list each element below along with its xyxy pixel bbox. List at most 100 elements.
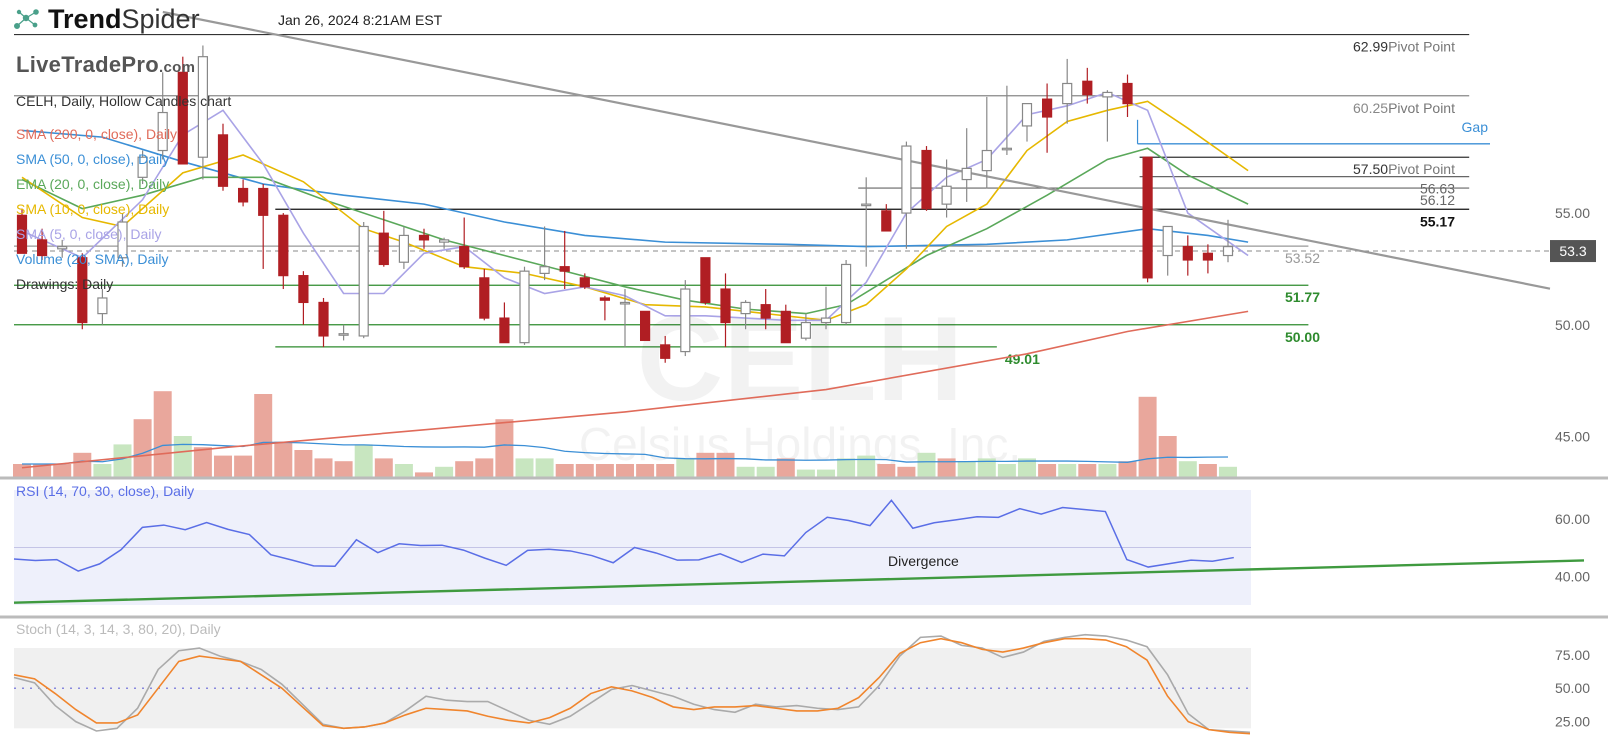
rsi-y-tick: 40.00 xyxy=(1555,568,1590,584)
candle-body xyxy=(378,232,389,266)
legend-ema20[interactable]: EMA (20, 0, close), Daily xyxy=(16,176,170,192)
candle-body xyxy=(619,301,631,305)
legend-volume[interactable]: Volume (20, SMA), Daily xyxy=(16,251,169,267)
stoch-d-line xyxy=(13,637,1251,735)
candle-body xyxy=(981,149,992,172)
candle-body xyxy=(338,333,349,336)
candle-body xyxy=(157,111,168,152)
volume-bar xyxy=(53,464,72,478)
candle-body xyxy=(901,145,912,214)
candle-body xyxy=(1001,147,1013,151)
candle-body xyxy=(16,214,28,254)
volume-bar xyxy=(595,464,614,478)
level-label: 55.17 xyxy=(1420,213,1455,229)
candle-body xyxy=(921,149,932,210)
legend-drawings[interactable]: Drawings: Daily xyxy=(16,276,114,292)
volume-bar xyxy=(455,461,474,478)
candle-body xyxy=(77,257,88,324)
volume-bar xyxy=(133,419,152,478)
stoch-y-tick: 50.00 xyxy=(1555,680,1590,696)
volume-bar xyxy=(957,461,976,478)
volume-bar xyxy=(435,466,454,478)
trendline xyxy=(162,10,1551,290)
candle-body xyxy=(57,245,68,250)
watermark-symbol: CELH xyxy=(637,292,964,426)
volume-bar xyxy=(33,464,52,478)
trendspider-logo: TrendSpider xyxy=(12,4,200,35)
volume-bar xyxy=(354,444,373,478)
y-tick-label: 55.00 xyxy=(1555,205,1590,221)
legend-sma5[interactable]: SMA (5, 0, close), Daily xyxy=(16,226,162,242)
volume-bar xyxy=(1078,464,1097,478)
candle-body xyxy=(137,156,148,178)
candle-body xyxy=(439,239,450,243)
level-label: 56.63 xyxy=(1420,181,1455,197)
candle-body xyxy=(238,187,249,203)
legend-sma200[interactable]: SMA (200, 0, close), Daily xyxy=(16,126,178,142)
volume-bar xyxy=(1138,396,1157,478)
level-label: 62.99Pivot Point xyxy=(1353,39,1455,55)
volume-bar xyxy=(415,472,433,478)
candle-body xyxy=(258,187,269,216)
candle-body xyxy=(479,277,490,319)
volume-bar xyxy=(334,461,353,478)
last-price-label: 53.3 xyxy=(1559,243,1586,259)
level-label: 51.77 xyxy=(1285,289,1320,305)
volume-bar xyxy=(937,458,956,478)
gap-label: Gap xyxy=(1462,119,1489,135)
legend-title[interactable]: CELH, Daily, Hollow Candles chart xyxy=(16,93,232,109)
candle-body xyxy=(941,185,952,205)
candle-body xyxy=(418,234,430,241)
level-label: 53.52 xyxy=(1285,250,1320,266)
stoch-panel: Stoch (14, 3, 14, 3, 80, 20), Daily 25.00… xyxy=(0,615,1608,735)
volume-bar xyxy=(374,458,393,478)
candle-body xyxy=(298,275,309,304)
candle-body xyxy=(720,288,731,324)
candle-body xyxy=(780,310,791,344)
volume-bar xyxy=(1178,461,1197,478)
volume-bar xyxy=(1219,466,1237,478)
volume-sma-line xyxy=(22,441,1229,465)
candle-body xyxy=(278,214,289,277)
volume-bar xyxy=(636,464,655,478)
level-label: 60.25Pivot Point xyxy=(1353,100,1455,116)
downtrend-line xyxy=(162,10,1551,290)
volume-bar xyxy=(796,469,815,478)
candle-body xyxy=(700,257,711,304)
rsi-panel: RSI (14, 70, 30, close), Daily Divergence… xyxy=(0,476,1608,605)
candle-body xyxy=(1182,245,1193,261)
candle-body xyxy=(1122,82,1133,105)
volume-bar xyxy=(214,455,232,478)
volume-bar xyxy=(776,458,795,478)
y-tick-label: 45.00 xyxy=(1555,428,1590,444)
candles xyxy=(16,45,1234,363)
candle-body xyxy=(499,317,510,344)
candle-body xyxy=(1021,102,1033,127)
volume-bar xyxy=(877,464,896,478)
spider-network-icon xyxy=(13,8,39,29)
brand-trend: Trend xyxy=(48,4,122,34)
overlay-line xyxy=(21,91,1249,322)
candle-body xyxy=(1062,82,1073,105)
volume-bar xyxy=(1058,464,1077,478)
volume-bar xyxy=(656,464,675,478)
candle-body xyxy=(398,234,409,263)
y-axis: 45.00 50.00 55.00 53.3 xyxy=(1550,205,1596,444)
volume-bar xyxy=(475,458,494,478)
candle-body xyxy=(1041,98,1053,118)
candle-body xyxy=(599,297,611,301)
legend-sma10[interactable]: SMA (10, 0, close), Daily xyxy=(16,201,170,217)
volume-bar xyxy=(1118,461,1137,478)
y-tick-label: 50.00 xyxy=(1555,317,1590,333)
candle-body xyxy=(1102,91,1113,98)
volume-bar xyxy=(254,394,273,478)
volume-bar xyxy=(716,452,735,478)
legend-sma50[interactable]: SMA (50, 0, close), Daily xyxy=(16,151,170,167)
candle-body xyxy=(579,277,590,288)
volume-bar xyxy=(294,450,313,478)
stoch-y-tick: 75.00 xyxy=(1555,647,1590,663)
candle-body xyxy=(639,310,651,342)
stoch-k-line xyxy=(13,633,1251,734)
candle-body xyxy=(1202,252,1214,261)
